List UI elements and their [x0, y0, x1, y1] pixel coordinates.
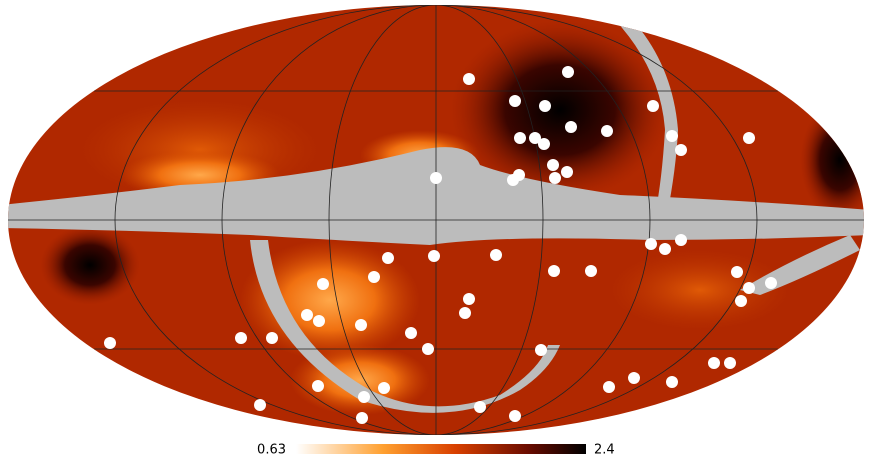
colorbar-max: 2.4	[594, 443, 615, 458]
graticule	[8, 5, 864, 435]
sky-map	[8, 5, 864, 435]
colorbar	[296, 444, 586, 454]
colorbar-min: 0.63	[257, 443, 286, 458]
sources	[104, 66, 777, 424]
